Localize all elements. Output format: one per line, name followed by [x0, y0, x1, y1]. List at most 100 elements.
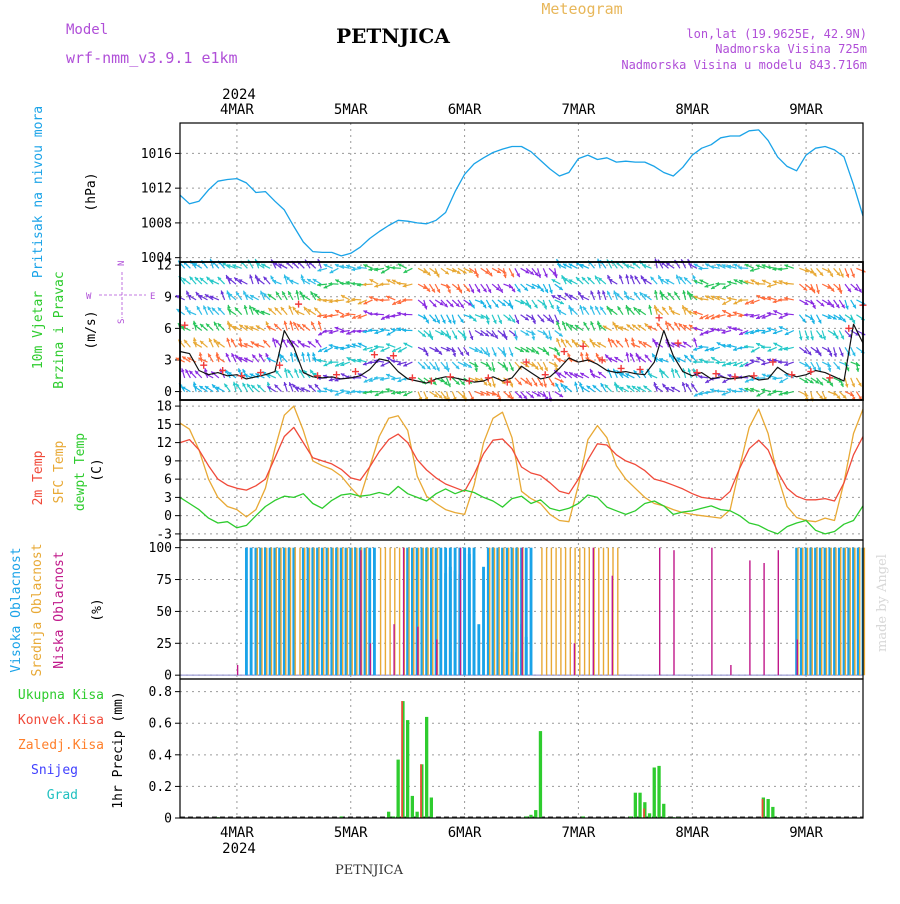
precip-ytick-label: 0.6	[149, 717, 172, 732]
cloud-mid-bar	[812, 548, 813, 676]
product-title: Meteogram	[541, 0, 622, 18]
wind-ytick-label: 0	[164, 385, 172, 400]
cloud-high-bar	[473, 560, 476, 675]
cloud-mid-bar	[551, 548, 552, 676]
cloud-mid-bar	[257, 548, 258, 676]
cloud-mid-bar	[840, 548, 841, 676]
bottom-day-label-6MAR: 6MAR	[448, 825, 482, 841]
cloud-high-bar	[250, 548, 253, 676]
cloud-mid-bar	[570, 548, 571, 676]
cloud-mid-bar	[845, 548, 846, 676]
cloud-mid-bar	[859, 548, 860, 676]
station-title: PETNJICA	[336, 24, 450, 48]
cloud-high-bar	[373, 548, 376, 676]
precip-total-bar	[406, 720, 409, 818]
cloud-mid-bar	[323, 548, 324, 676]
precip-total-bar	[397, 760, 400, 818]
compass-e: E	[150, 292, 155, 302]
top-day-label-6MAR: 6MAR	[448, 102, 482, 118]
precip-unit-label: 1hr Precip (mm)	[111, 691, 126, 808]
cloud-mid-bar	[380, 548, 381, 676]
cloud-mid-bar	[423, 548, 424, 676]
cloud-mid-bar	[617, 548, 618, 676]
cloud-mid-bar	[432, 548, 433, 676]
bottom-day-label-5MAR: 5MAR	[334, 825, 368, 841]
cloud-low-bar	[711, 548, 712, 676]
cloud-mid-bar	[408, 548, 409, 676]
top-day-label-5MAR: 5MAR	[334, 102, 368, 118]
cloud-mid-bar	[835, 548, 836, 676]
cloud-mid-bar	[366, 548, 367, 676]
clouds-ytick-label: 100	[149, 541, 172, 556]
precip-total-bar	[539, 731, 542, 818]
cloud-low-bar	[360, 550, 361, 675]
model-name: wrf-nmm_v3.9.1 e1km	[66, 49, 238, 67]
bottom-day-label-8MAR: 8MAR	[675, 825, 709, 841]
cloud-mid-bar	[826, 548, 827, 676]
precip-ytick-label: 0.4	[149, 748, 173, 763]
pressure-unit-label: (hPa)	[84, 172, 99, 211]
cloud-mid-bar	[318, 548, 319, 676]
temperature-ytick-label: 0	[164, 509, 172, 524]
legend-snow: Snijeg	[31, 763, 78, 778]
cloud-low-bar	[659, 548, 660, 676]
precip-total-bar	[534, 810, 537, 818]
clouds-ytick-label: 50	[156, 605, 172, 620]
cloud-low-bar	[370, 643, 371, 675]
bottom-day-label-9MAR: 9MAR	[789, 825, 823, 841]
cloud-low-bar	[436, 640, 437, 676]
cloud-mid-bar	[584, 548, 585, 676]
precip-total-bar	[662, 804, 665, 818]
precip-total-bar	[430, 798, 433, 819]
cloud-mid-bar	[347, 548, 348, 676]
cloud-high-bar	[530, 548, 533, 676]
cloud-mid-bar	[389, 548, 390, 676]
clouds-ytick-label: 75	[156, 573, 172, 588]
cloud-mid-bar	[266, 548, 267, 676]
cloud-mid-bar	[333, 548, 334, 676]
cloud-high-bar	[468, 554, 471, 675]
cloud-mid-bar	[314, 548, 315, 676]
cloud-low-bar	[593, 548, 594, 676]
model-altitude-label: Nadmorska Visina u modelu 843.716m	[621, 58, 867, 72]
precip-total-bar	[411, 796, 414, 818]
top-day-label-9MAR: 9MAR	[789, 102, 823, 118]
clouds-ytick-label: 0	[164, 669, 172, 684]
cloud-mid-bar	[802, 548, 803, 676]
precip-total-bar	[387, 812, 390, 818]
top-day-label-4MAR: 4MAR	[220, 102, 254, 118]
cloud-low-bar	[797, 640, 798, 676]
altitude-label: Nadmorska Visina 725m	[715, 42, 867, 56]
cloud-low-bar	[574, 643, 575, 675]
cloud-mid-bar	[489, 548, 490, 676]
cloud-low-bar	[778, 550, 779, 675]
precip-total-bar	[653, 768, 656, 819]
cloud-mid-bar	[603, 548, 604, 676]
temperature-ytick-label: 12	[156, 436, 172, 451]
cloud-mid-bar	[589, 548, 590, 676]
cloud-mid-bar	[831, 548, 832, 676]
cloud-name-label-3: Niska Oblacnost	[52, 551, 67, 668]
cloud-mid-bar	[299, 548, 300, 676]
cloud-high-bar	[454, 571, 457, 676]
cloud-mid-bar	[821, 548, 822, 676]
legend-convective: Konvek.Kisa	[18, 713, 104, 728]
precip-total-bar	[634, 793, 637, 818]
compass-n: N	[117, 261, 127, 266]
pressure-ytick-label: 1016	[141, 147, 172, 162]
coords-label: lon,lat (19.9625E, 42.9N)	[686, 27, 867, 41]
compass-w: W	[86, 292, 92, 302]
cloud-high-bar	[482, 567, 485, 675]
temp-name-label-3: dewpt Temp	[73, 433, 88, 511]
cloud-low-bar	[403, 548, 404, 676]
cloud-mid-bar	[565, 548, 566, 676]
cloud-mid-bar	[850, 548, 851, 676]
precip-ytick-label: 0.2	[149, 780, 172, 795]
cloud-mid-bar	[560, 548, 561, 676]
precip-ytick-label: 0	[164, 812, 172, 827]
cloud-mid-bar	[399, 548, 400, 676]
precip-convective-bar	[762, 799, 764, 818]
legend-hail: Grad	[47, 788, 78, 803]
temperature-ytick-label: 6	[164, 473, 172, 488]
cloud-mid-bar	[285, 548, 286, 676]
